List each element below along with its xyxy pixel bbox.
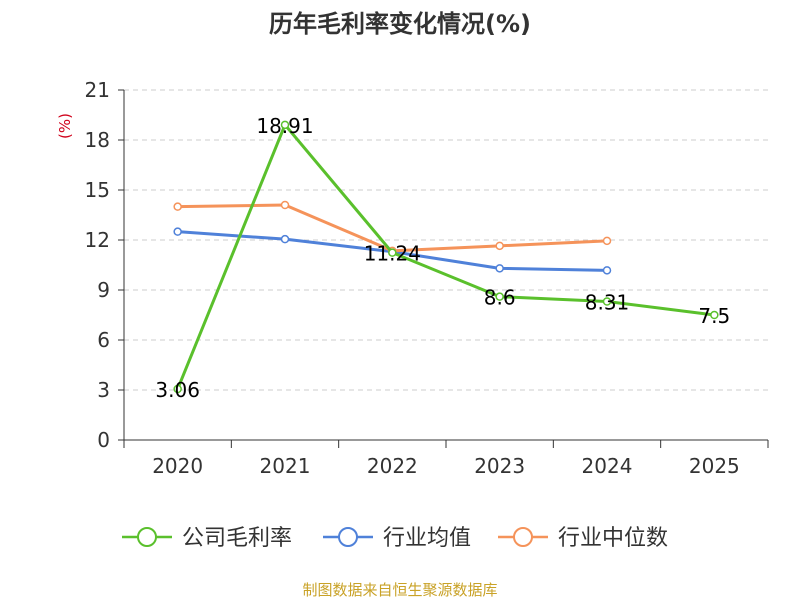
data-point — [495, 292, 504, 301]
data-point — [280, 200, 290, 210]
data-point — [495, 241, 504, 251]
x-tick-label: 2023 — [474, 454, 525, 478]
y-tick-label: 0 — [97, 428, 110, 452]
data-point — [602, 266, 612, 275]
series-line-0 — [176, 123, 715, 390]
legend-label: 行业中位数 — [558, 526, 668, 551]
data-label: 18.91 — [256, 114, 313, 138]
legend-swatch-marker — [338, 527, 358, 547]
x-axis: 2020 2021 2022 2023 2024 2025 — [123, 439, 769, 478]
legend-label: 行业均值 — [383, 526, 471, 551]
legend-swatch-marker — [137, 527, 157, 547]
data-point — [173, 202, 182, 211]
source-note: 制图数据来自恒生聚源数据库 — [302, 581, 497, 599]
data-label: 11.24 — [364, 242, 421, 266]
y-axis: 0 3 6 9 12 15 18 21 — [85, 78, 125, 452]
legend-swatch-marker — [513, 527, 533, 547]
data-point — [602, 297, 612, 306]
y-tick-label: 15 — [85, 178, 110, 202]
x-tick-label: 2020 — [152, 454, 203, 478]
data-labels: 3.06 18.91 11.24 8.6 8.31 7.5 — [155, 114, 730, 402]
data-point — [602, 236, 612, 246]
x-tick-label: 2024 — [582, 454, 633, 478]
data-point — [280, 120, 290, 130]
data-label: 3.06 — [155, 378, 200, 402]
grid-lines — [124, 89, 768, 391]
x-tick-label: 2022 — [367, 454, 418, 478]
y-tick-label: 12 — [85, 228, 110, 252]
legend: 公司毛利率 行业均值 行业中位数 — [122, 526, 668, 551]
data-label: 8.6 — [484, 286, 516, 310]
data-label: 8.31 — [585, 291, 630, 315]
data-point — [173, 384, 182, 394]
y-axis-unit-label: (%) — [56, 113, 74, 139]
data-point — [280, 234, 290, 244]
x-tick-label: 2021 — [260, 454, 311, 478]
series-lines — [173, 120, 719, 394]
data-point — [710, 310, 719, 320]
x-tick-label: 2025 — [689, 454, 740, 478]
y-tick-label: 18 — [85, 128, 110, 152]
data-point — [173, 227, 182, 236]
y-tick-label: 6 — [97, 328, 110, 352]
y-tick-label: 21 — [85, 78, 110, 102]
y-tick-label: 9 — [97, 278, 110, 302]
y-tick-label: 3 — [97, 378, 110, 402]
data-point — [495, 264, 504, 273]
chart-title: 历年毛利率变化情况(%) — [269, 10, 531, 38]
data-label: 7.5 — [698, 304, 730, 328]
data-point — [388, 248, 397, 257]
legend-label: 公司毛利率 — [182, 526, 292, 551]
